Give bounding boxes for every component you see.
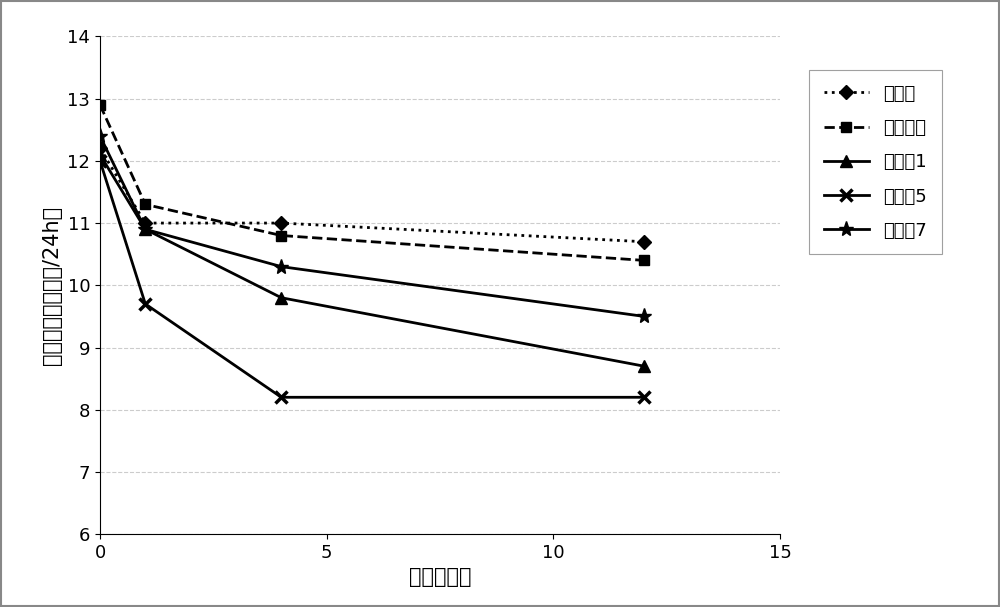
实施例1 — [275, 294, 287, 302]
参比制剂 — [139, 201, 151, 208]
Legend: 安慰剂, 参比制剂, 实施例1, 实施例5, 实施例7: 安慰剂, 参比制剂, 实施例1, 实施例5, 实施例7 — [809, 70, 942, 254]
实施例5 — [139, 300, 151, 308]
实施例7 — [638, 313, 650, 320]
Line: 实施例1: 实施例1 — [94, 149, 650, 371]
实施例1 — [638, 362, 650, 370]
实施例1 — [94, 151, 106, 158]
Line: 安慰剂: 安慰剂 — [95, 143, 649, 246]
实施例7 — [139, 226, 151, 233]
X-axis label: 时间（周）: 时间（周） — [409, 568, 471, 588]
实施例5 — [275, 394, 287, 401]
安慰剂 — [139, 220, 151, 227]
Y-axis label: 平均排尿频率（次/24h）: 平均排尿频率（次/24h） — [42, 206, 62, 365]
安慰剂 — [94, 145, 106, 152]
安慰剂 — [275, 220, 287, 227]
实施例5 — [638, 394, 650, 401]
实施例7 — [275, 263, 287, 270]
参比制剂 — [275, 232, 287, 239]
实施例7 — [94, 132, 106, 140]
Line: 实施例7: 实施例7 — [92, 128, 652, 324]
Line: 实施例5: 实施例5 — [94, 155, 650, 404]
Line: 参比制剂: 参比制剂 — [95, 100, 649, 265]
参比制剂 — [94, 101, 106, 109]
参比制剂 — [638, 257, 650, 264]
安慰剂 — [638, 238, 650, 245]
实施例1 — [139, 226, 151, 233]
实施例5 — [94, 157, 106, 164]
